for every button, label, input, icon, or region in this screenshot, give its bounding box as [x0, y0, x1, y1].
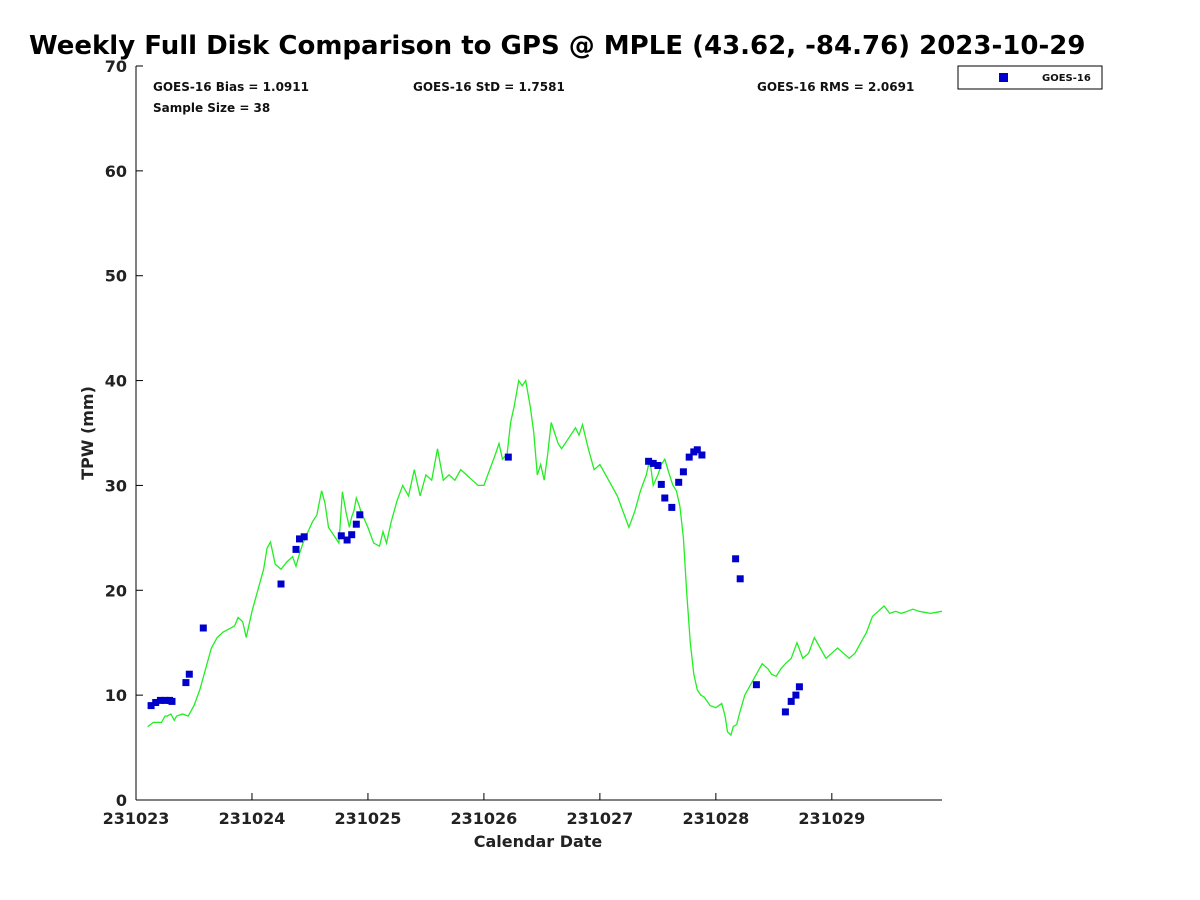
std-stat: GOES-16 StD = 1.7581	[413, 80, 565, 94]
y-tick-label: 60	[105, 162, 127, 181]
goes16-point	[657, 480, 665, 488]
y-tick-label: 70	[105, 57, 127, 76]
bias-stat: GOES-16 Bias = 1.0911	[153, 80, 309, 94]
x-tick-label: 231027	[566, 809, 633, 828]
goes16-point	[348, 531, 356, 539]
goes16-point	[182, 679, 190, 687]
x-axis-label: Calendar Date	[474, 832, 603, 851]
legend-marker	[999, 73, 1008, 82]
y-axis-ticks: 0 10 20 30 40 50 60 70	[105, 57, 143, 810]
goes16-point	[668, 503, 676, 511]
goes16-point	[792, 691, 800, 699]
goes16-point	[277, 580, 285, 588]
y-tick-label: 50	[105, 267, 127, 286]
y-tick-label: 10	[105, 686, 127, 705]
x-tick-label: 231024	[219, 809, 286, 828]
x-tick-label: 231025	[335, 809, 402, 828]
goes16-point	[352, 520, 360, 528]
goes16-point	[147, 702, 155, 710]
goes16-point	[649, 459, 657, 467]
x-tick-label: 231028	[682, 809, 749, 828]
goes16-point	[296, 535, 303, 543]
goes16-point	[675, 478, 683, 486]
y-axis-label: TPW (mm)	[78, 386, 97, 480]
goes16-point	[698, 451, 706, 459]
goes16-point	[752, 681, 760, 689]
goes16-point	[161, 696, 169, 704]
x-tick-label: 231026	[451, 809, 518, 828]
sample-size-stat: Sample Size = 38	[153, 101, 270, 115]
chart-title: Weekly Full Disk Comparison to GPS @ MPL…	[29, 31, 1085, 61]
x-axis-ticks: 231023 231024 231025 231026 231027 231028 2310…	[103, 793, 865, 828]
goes16-point	[337, 532, 345, 540]
legend-label: GOES-16	[1042, 73, 1091, 84]
goes16-point	[356, 511, 364, 519]
goes16-point	[654, 462, 662, 469]
y-tick-label: 40	[105, 372, 127, 391]
goes16-point	[185, 670, 193, 678]
goes16-point	[787, 697, 795, 705]
y-tick-label: 30	[105, 476, 127, 495]
goes16-point	[661, 494, 669, 502]
goes16-point	[292, 545, 300, 553]
y-tick-label: 20	[105, 581, 127, 600]
x-tick-label: 231023	[103, 809, 170, 828]
goes16-point	[736, 575, 744, 583]
goes16-point	[156, 696, 164, 704]
goes16-point	[300, 533, 308, 541]
goes16-point	[168, 697, 176, 705]
x-tick-label: 231029	[798, 809, 865, 828]
goes16-point	[343, 536, 351, 544]
gps-line	[147, 378, 943, 737]
plot-frame	[135, 66, 942, 801]
legend-box	[957, 65, 1103, 90]
goes16-point	[199, 624, 207, 632]
goes16-point	[679, 468, 687, 476]
rms-stat: GOES-16 RMS = 2.0691	[757, 80, 914, 94]
legend: GOES-16	[957, 65, 1103, 90]
goes16-point	[795, 683, 803, 691]
goes16-point	[693, 446, 701, 454]
goes16-series	[147, 446, 803, 716]
goes16-point	[152, 699, 160, 706]
gps-series	[147, 378, 943, 737]
y-tick-label: 0	[116, 791, 127, 810]
goes16-point	[645, 457, 653, 465]
goes16-point	[732, 555, 740, 563]
goes16-point	[781, 708, 789, 716]
goes16-point	[504, 453, 512, 461]
goes16-point	[685, 453, 693, 461]
